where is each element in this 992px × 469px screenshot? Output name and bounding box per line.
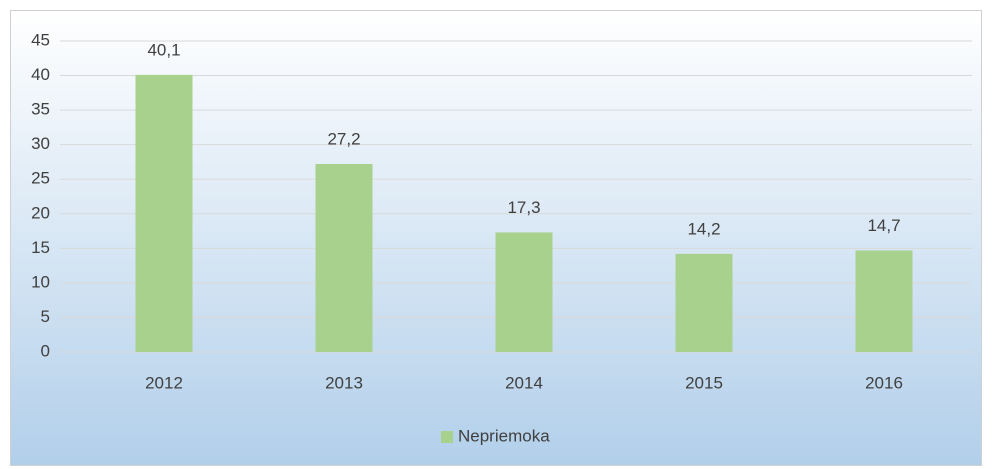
y-tick-label: 40 (31, 65, 50, 84)
x-tick-label: 2016 (865, 373, 903, 392)
x-tick-label: 2014 (505, 373, 543, 392)
y-tick-label: 10 (31, 272, 50, 291)
x-tick-label: 2012 (145, 373, 183, 392)
x-tick-label: 2013 (325, 373, 363, 392)
y-tick-label: 45 (31, 30, 50, 49)
y-tick-label: 20 (31, 203, 50, 222)
y-tick-label: 5 (41, 307, 50, 326)
data-label: 27,2 (327, 130, 360, 149)
y-tick-label: 30 (31, 134, 50, 153)
data-label: 14,2 (687, 219, 720, 238)
data-label: 14,7 (867, 216, 900, 235)
bar (675, 253, 733, 352)
bar (495, 232, 553, 352)
bar (135, 74, 193, 352)
y-tick-label: 15 (31, 238, 50, 257)
data-label: 40,1 (147, 40, 180, 59)
y-tick-label: 25 (31, 169, 50, 188)
x-tick-label: 2015 (685, 373, 723, 392)
legend-label: Nepriemoka (458, 426, 550, 445)
bar (315, 164, 373, 352)
legend-swatch (441, 431, 453, 443)
data-label: 17,3 (507, 198, 540, 217)
bar (855, 250, 913, 352)
y-tick-label: 0 (41, 341, 50, 360)
y-tick-label: 35 (31, 100, 50, 119)
